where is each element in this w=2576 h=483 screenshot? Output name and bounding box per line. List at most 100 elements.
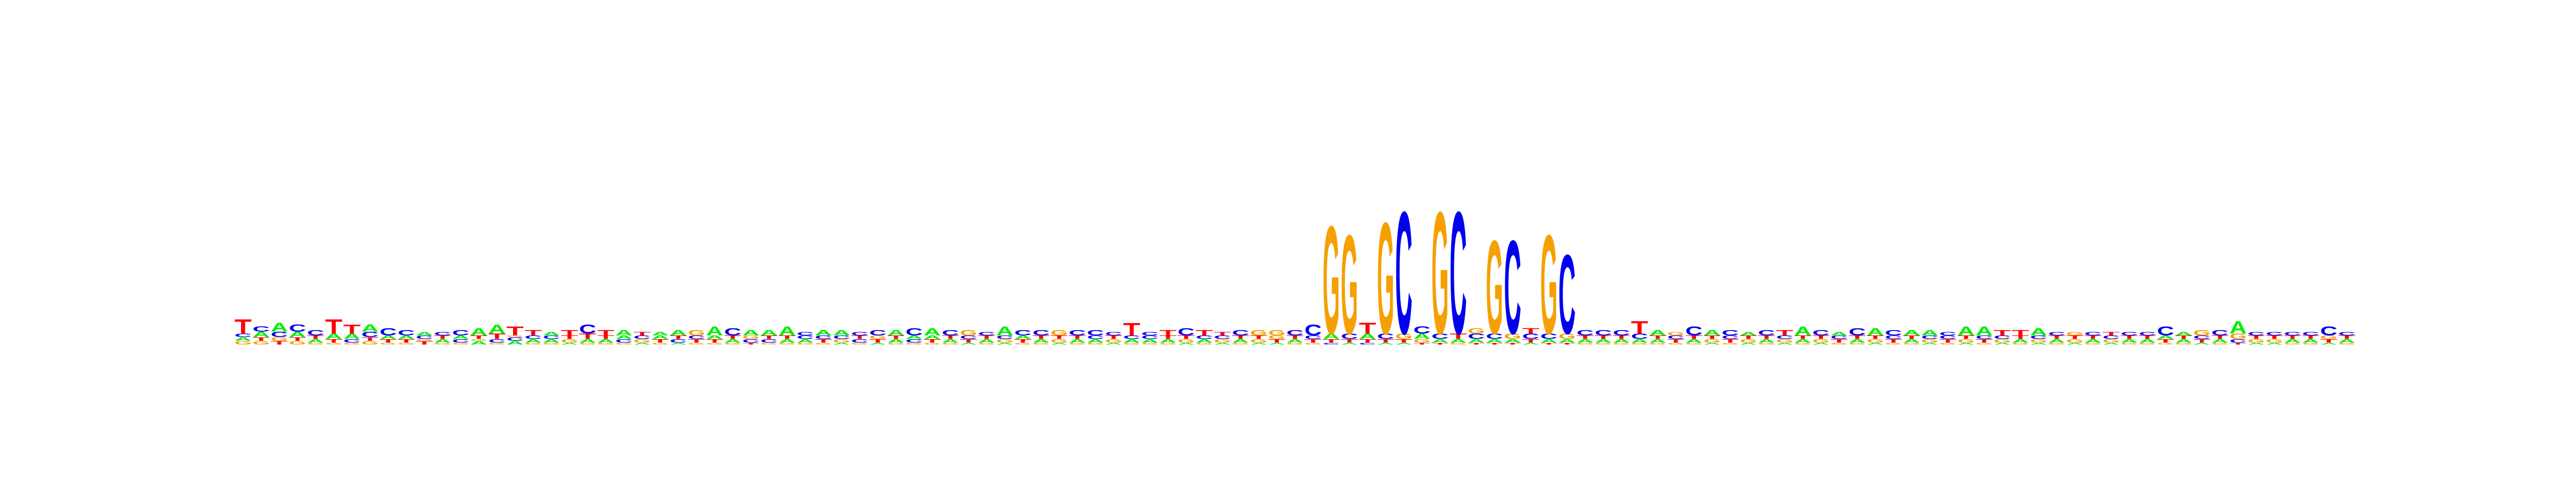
logo-letter-t: T xyxy=(1867,334,1884,340)
logo-letter-a: A xyxy=(452,334,469,340)
logo-letter-a: A xyxy=(507,340,524,346)
logo-letter-c: C xyxy=(2121,331,2138,336)
logo-letter-t: T xyxy=(289,336,306,342)
logo-letter-g: G xyxy=(343,342,361,345)
logo-letter-a: A xyxy=(1286,338,1304,344)
logo-letter-t: T xyxy=(1232,334,1249,340)
logo-letter-g: G xyxy=(1685,342,1702,345)
logo-letter-a: A xyxy=(597,338,614,344)
logo-letter-t: T xyxy=(2157,338,2174,344)
logo-letter-t: T xyxy=(1776,328,1794,337)
logo-letter-c: C xyxy=(1323,342,1340,345)
logo-letter-a: A xyxy=(1558,338,1576,344)
logo-letter-t: T xyxy=(1395,338,1413,344)
logo-letter-g: G xyxy=(1594,342,1612,345)
logo-letter-g: G xyxy=(1885,342,1902,345)
logo-letter-t: T xyxy=(2012,334,2029,340)
logo-letter-t: T xyxy=(2084,334,2102,340)
logo-letter-a: A xyxy=(1540,338,1557,344)
logo-letter-a: A xyxy=(2139,338,2156,344)
logo-letter-t: T xyxy=(1450,332,1467,341)
logo-letter-t: T xyxy=(942,334,959,340)
logo-letter-g: G xyxy=(1268,334,1285,340)
logo-letter-g: G xyxy=(996,338,1013,344)
logo-letter-c: C xyxy=(1414,325,1431,336)
logo-letter-g: G xyxy=(2030,338,2047,344)
logo-letter-t: T xyxy=(1794,334,1811,340)
logo-letter-a: A xyxy=(652,331,669,336)
logo-letter-g: G xyxy=(2266,338,2283,344)
logo-letter-c: C xyxy=(1141,331,1159,336)
logo-letter-a: A xyxy=(1359,332,1376,341)
logo-letter-a: A xyxy=(2284,338,2301,344)
logo-letter-c: C xyxy=(1431,332,1448,341)
logo-letter-t: T xyxy=(525,328,543,337)
logo-letter-c: C xyxy=(670,338,687,344)
logo-letter-a: A xyxy=(1232,338,1249,344)
logo-letter-t: T xyxy=(960,338,977,344)
logo-letter-t: T xyxy=(1105,334,1122,340)
logo-letter-a: A xyxy=(2175,338,2192,344)
logo-letter-c: C xyxy=(2266,331,2283,336)
logo-letter-t: T xyxy=(2139,334,2156,340)
logo-letter-a: A xyxy=(2302,338,2319,344)
logo-letter-g: G xyxy=(470,339,487,341)
logo-letter-t: T xyxy=(270,340,288,346)
logo-letter-g: G xyxy=(815,342,832,345)
logo-letter-g: G xyxy=(2103,338,2120,344)
logo-letter-a: A xyxy=(1649,338,1666,344)
logo-letter-g: G xyxy=(1341,205,1358,363)
logo-letter-t: T xyxy=(1051,334,1068,340)
logo-letter-g: G xyxy=(1631,342,1648,345)
logo-letter-a: A xyxy=(1468,338,1485,344)
logo-letter-a: A xyxy=(398,334,415,340)
logo-letter-c: C xyxy=(1577,328,1594,337)
logo-letter-t: T xyxy=(1957,334,1974,340)
logo-letter-t: T xyxy=(1014,338,1031,344)
logo-letter-t: T xyxy=(1812,334,1829,340)
logo-letter-g: G xyxy=(2284,342,2301,345)
logo-letter-g: G xyxy=(742,334,759,340)
logo-letter-t: T xyxy=(1431,342,1448,345)
logo-letter-c: C xyxy=(1940,331,1957,336)
logo-letter-a: A xyxy=(307,338,324,344)
logo-letter-g: G xyxy=(887,342,904,345)
logo-letter-a: A xyxy=(2320,342,2337,345)
logo-letter-g: G xyxy=(1377,189,1394,367)
logo-letter-g: G xyxy=(1794,342,1811,345)
logo-letter-c: C xyxy=(851,331,868,336)
logo-letter-g: G xyxy=(1305,342,1322,345)
logo-letter-c: C xyxy=(270,330,288,339)
logo-letter-a: A xyxy=(1812,342,1829,345)
logo-letter-a: A xyxy=(379,334,397,340)
logo-letter-c: C xyxy=(1594,328,1612,337)
logo-letter-c: C xyxy=(1196,334,1213,340)
logo-letter-g: G xyxy=(1849,342,1866,345)
logo-letter-a: A xyxy=(833,342,850,345)
logo-letter-g: G xyxy=(1903,342,1920,345)
logo-letter-a: A xyxy=(579,338,596,344)
logo-letter-g: G xyxy=(1232,342,1249,345)
logo-letter-a: A xyxy=(633,342,650,345)
logo-letter-g: G xyxy=(1177,338,1195,344)
logo-letter-t: T xyxy=(343,322,361,336)
logo-letter-t: T xyxy=(1123,319,1140,339)
logo-letter-c: C xyxy=(1123,334,1140,340)
logo-letter-g: G xyxy=(688,342,705,345)
logo-letter-a: A xyxy=(1377,342,1394,345)
logo-letter-c: C xyxy=(1812,328,1829,337)
logo-letter-g: G xyxy=(1431,176,1448,371)
logo-letter-a: A xyxy=(561,342,578,345)
logo-letter-c: C xyxy=(1087,328,1104,337)
logo-letter-g: G xyxy=(270,336,288,342)
logo-letter-a: A xyxy=(779,338,796,344)
logo-letter-t: T xyxy=(1159,328,1177,337)
logo-letter-t: T xyxy=(1558,342,1576,345)
logo-letter-t: T xyxy=(1196,328,1213,337)
logo-letter-g: G xyxy=(488,342,506,345)
logo-letter-c: C xyxy=(488,338,506,344)
logo-letter-t: T xyxy=(416,340,433,346)
logo-letter-g: G xyxy=(543,342,560,345)
logo-letter-a: A xyxy=(470,326,487,338)
logo-letter-t: T xyxy=(1359,338,1376,344)
